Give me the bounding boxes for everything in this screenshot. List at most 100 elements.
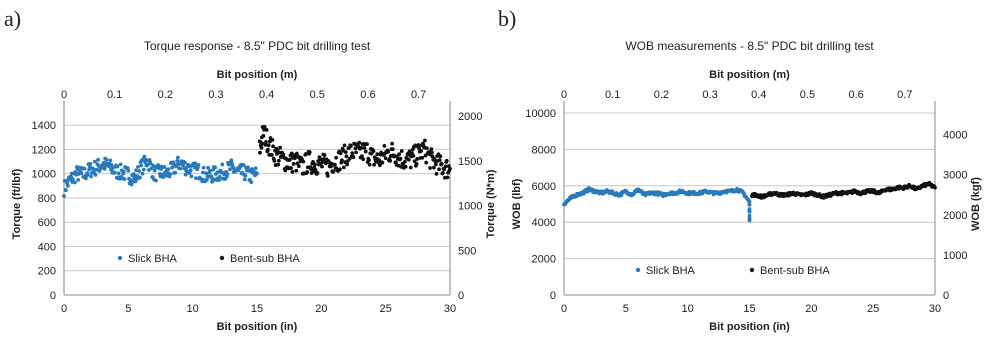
chart1-x2-tick-label: 0.2 — [158, 89, 173, 101]
chart1-bent-point — [432, 165, 436, 170]
chart2-x2-tick-label: 0.7 — [897, 89, 912, 101]
chart1-slick-point — [92, 159, 97, 164]
chart1-bent-point — [266, 143, 271, 148]
chart1-bent-point — [331, 169, 336, 174]
chart1-slick-point — [116, 171, 121, 176]
panel-b-label: b) — [498, 6, 516, 31]
chart1-slick-point — [242, 177, 247, 182]
chart1-bent-point — [398, 156, 403, 161]
chart1-bent-point — [390, 141, 394, 146]
chart1-bent-point — [313, 168, 318, 172]
chart1-y-tick-label: 800 — [38, 193, 56, 205]
chart1-bent-point — [262, 124, 267, 129]
chart1-bent-point — [301, 159, 306, 164]
chart1-y-tick-label: 1400 — [32, 120, 56, 132]
chart1-bent-point — [290, 170, 295, 174]
chart1-slick-point — [129, 182, 134, 187]
chart1-bent-point — [357, 140, 362, 145]
chart1-slick-point — [178, 166, 183, 171]
chart2-x2-axis-label: Bit position (m) — [709, 69, 790, 81]
chart1-bent-point — [367, 158, 371, 163]
chart2-y2-tick-label: 2000 — [943, 210, 967, 222]
chart1-bent-point — [419, 149, 423, 153]
chart1-bent-point — [263, 142, 268, 147]
chart1-y-tick-label: 200 — [38, 266, 56, 278]
chart1-slick-point — [102, 166, 107, 171]
chart1-bent-point — [424, 160, 429, 165]
chart2-slick-point — [747, 202, 752, 207]
chart2-y2-tick-label: 4000 — [943, 130, 967, 142]
chart1-bent-point — [340, 158, 344, 163]
chart1-bent-point — [341, 165, 346, 170]
chart1-bent-point — [429, 147, 434, 151]
chart1-bent-point — [338, 167, 342, 172]
chart1-bent-point — [351, 155, 356, 160]
chart1-slick-point — [62, 194, 66, 199]
chart1-x-axis-label: Bit position (in) — [217, 321, 298, 333]
chart1-bent-point — [424, 146, 429, 151]
chart1-bent-point — [261, 134, 266, 138]
chart1-slick-point — [67, 178, 72, 182]
chart1-bent-point — [372, 162, 376, 167]
chart1-slick-point — [89, 174, 93, 179]
chart1-slick-point — [183, 160, 187, 165]
chart1-bent-point — [309, 167, 313, 171]
chart1-slick-point — [115, 164, 120, 169]
chart1-bent-point — [383, 156, 388, 161]
chart1-bent-point — [295, 161, 300, 166]
chart1-bent-point — [439, 161, 444, 166]
chart1-bent-point — [416, 143, 421, 147]
chart1-slick-point — [175, 155, 180, 160]
chart1-x-tick-label: 25 — [380, 303, 392, 315]
chart1-bent-point — [325, 173, 330, 178]
chart1-slick-point — [193, 161, 198, 166]
chart1-bent-point — [420, 155, 425, 160]
chart1-slick-point — [225, 172, 230, 176]
chart1-y2-tick-label: 1500 — [458, 156, 482, 168]
chart1-slick-point — [201, 165, 206, 170]
chart1-bent-point — [414, 161, 419, 166]
chart2-x2-tick-label: 0.4 — [751, 89, 766, 101]
chart1-slick-point — [193, 176, 198, 181]
chart1-legend-marker — [117, 255, 123, 261]
chart1-slick-point — [137, 169, 142, 173]
chart1-bent-point — [359, 154, 364, 159]
chart2-legend-marker — [635, 267, 641, 273]
chart1-slick-point — [108, 158, 113, 163]
chart2-y2-axis-label: WOB (kgf) — [970, 177, 982, 231]
chart1-slick-point — [208, 169, 212, 173]
chart1-slick-point — [112, 170, 117, 175]
chart1-slick-point — [168, 172, 173, 177]
chart2-legend-label: Slick BHA — [646, 265, 696, 277]
chart1-slick-point — [173, 170, 178, 175]
chart1-bent-point — [294, 151, 299, 156]
chart1-bent-point — [293, 156, 297, 161]
chart1-slick-point — [79, 171, 84, 176]
chart1-slick-point — [188, 168, 193, 173]
chart1-bent-point — [281, 152, 286, 157]
chart1-bent-point — [303, 152, 308, 156]
chart1-y-tick-label: 400 — [38, 241, 56, 253]
chart1-slick-point — [152, 168, 157, 173]
chart1-bent-point — [332, 162, 337, 167]
chart1-slick-point — [255, 171, 259, 176]
chart1-bent-point — [270, 137, 275, 142]
chart1-slick-point — [139, 163, 144, 168]
chart1-slick-point — [93, 172, 98, 177]
chart1-slick-point — [166, 167, 171, 172]
chart1-slick-point — [246, 165, 250, 170]
chart1-x2-tick-label: 0.7 — [411, 89, 426, 101]
chart1-slick-point — [82, 166, 87, 171]
chart1-slick-point — [87, 167, 91, 172]
chart1-slick-point — [85, 172, 90, 177]
chart1-bent-point — [345, 162, 349, 167]
chart1-y-axis-label: Torque (ft/lbf) — [11, 168, 23, 239]
chart1-slick-point — [140, 171, 145, 176]
chart1-bent-point — [329, 164, 333, 169]
chart1-bent-point — [428, 166, 432, 170]
chart1-bent-point — [289, 151, 294, 156]
chart1-slick-point — [253, 166, 258, 171]
chart2-bent-point — [933, 185, 937, 190]
